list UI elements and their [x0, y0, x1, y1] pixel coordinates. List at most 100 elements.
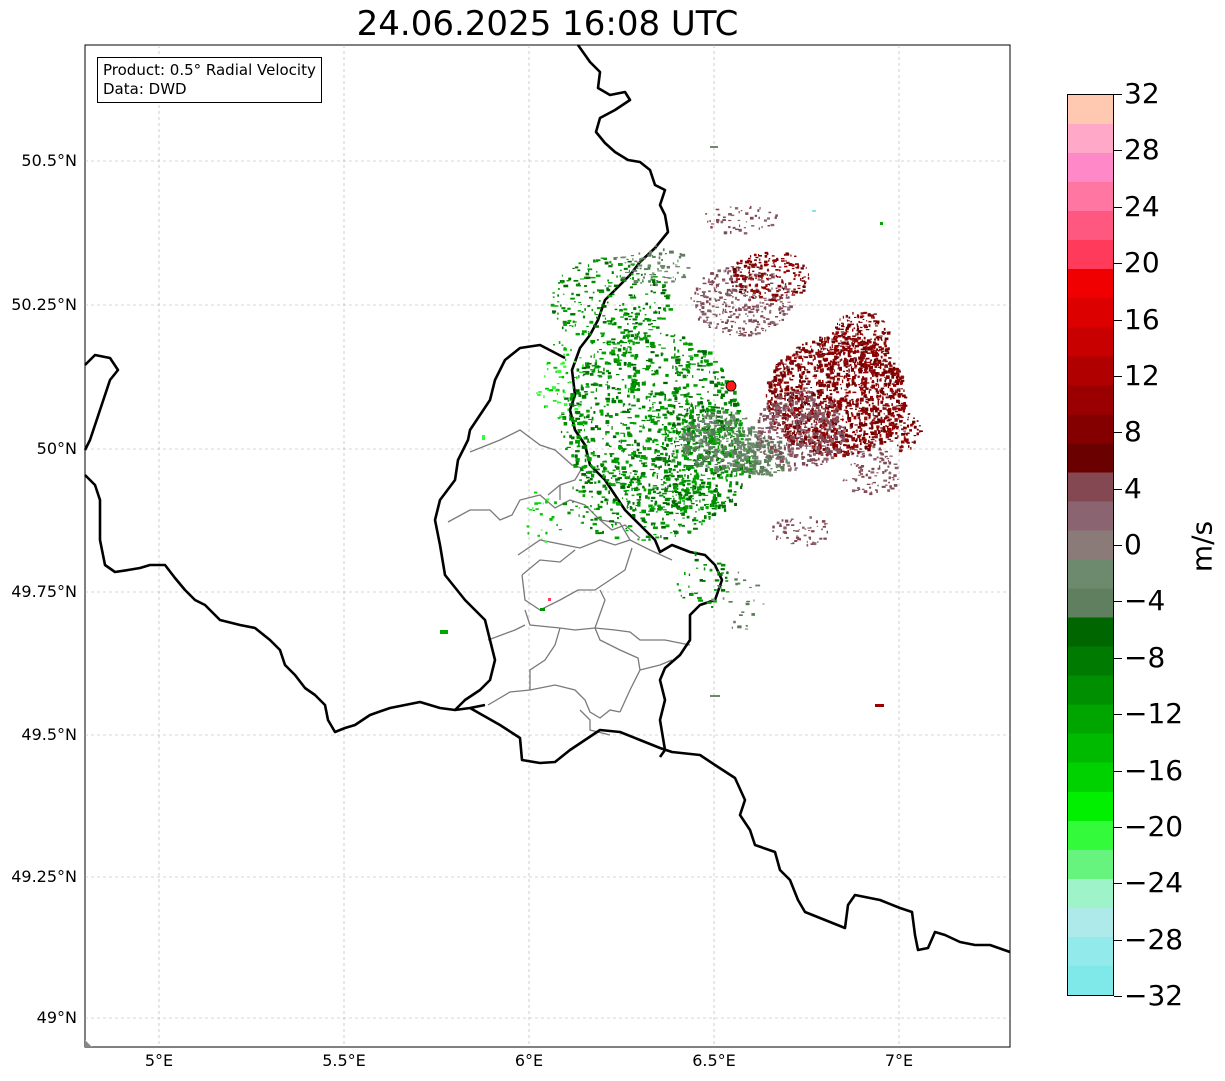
echo-pixel	[800, 441, 803, 446]
echo-pixel	[739, 330, 741, 333]
echo-pixel	[706, 363, 711, 367]
echo-pixel	[774, 446, 777, 449]
echo-pixel	[671, 501, 676, 504]
echo-pixel	[780, 296, 784, 300]
echo-pixel	[784, 424, 789, 427]
echo-pixel	[791, 436, 796, 438]
echo-pixel	[867, 447, 871, 452]
echo-pixel	[537, 393, 541, 396]
echo-pixel	[662, 458, 667, 463]
echo-pixel	[761, 280, 764, 282]
echo-pixel	[821, 340, 823, 344]
echo-pixel	[696, 486, 698, 488]
echo-pixel	[778, 411, 781, 413]
echo-pixel	[846, 385, 849, 389]
echo-pixel	[797, 429, 800, 431]
echo-pixel	[781, 318, 784, 321]
echo-pixel	[815, 464, 818, 466]
echo-pixel	[884, 339, 887, 342]
echo-pixel	[856, 332, 859, 336]
echo-pixel	[801, 441, 804, 445]
echo-pixel	[732, 285, 734, 287]
echo-pixel	[618, 447, 623, 450]
echo-pixel	[808, 439, 813, 443]
echo-pixel	[791, 374, 795, 377]
echo-pixel	[738, 335, 742, 337]
echo-pixel	[862, 340, 866, 344]
echo-pixel	[627, 388, 633, 390]
echo-pixel	[632, 258, 634, 261]
echo-pixel	[771, 402, 775, 404]
echo-pixel	[814, 427, 817, 430]
echo-pixel	[597, 480, 601, 484]
echo-pixel	[594, 353, 596, 355]
echo-pixel	[737, 267, 741, 269]
echo-pixel	[893, 362, 896, 365]
echo-pixel	[645, 495, 648, 499]
echo-pixel	[831, 349, 834, 350]
echo-pixel	[792, 450, 794, 455]
echo-pixel	[702, 277, 705, 280]
echo-pixel	[639, 495, 642, 499]
echo-pixel	[727, 453, 729, 458]
echo-pixel	[812, 452, 816, 456]
echo-pixel	[787, 465, 791, 467]
echo-pixel	[748, 468, 754, 471]
echo-pixel	[617, 517, 619, 520]
echo-pixel	[893, 372, 897, 375]
echo-pixel	[561, 375, 565, 379]
echo-pixel	[732, 307, 734, 309]
echo-pixel	[782, 460, 785, 463]
echo-pixel	[870, 424, 874, 428]
echo-pixel	[702, 319, 705, 323]
echo-pixel	[819, 363, 823, 368]
echo-pixel	[836, 429, 838, 433]
echo-pixel	[800, 363, 803, 365]
echo-pixel	[632, 514, 636, 517]
echo-pixel	[567, 400, 570, 402]
echo-pixel	[799, 412, 802, 415]
echo-pixel	[862, 440, 867, 444]
echo-pixel	[687, 468, 690, 471]
echo-pixel	[763, 408, 767, 411]
echo-pixel	[537, 534, 540, 537]
echo-pixel	[595, 402, 600, 405]
echo-pixel	[651, 272, 655, 274]
echo-pixel	[592, 454, 597, 457]
echo-pixel	[621, 497, 624, 499]
echo-pixel	[745, 624, 748, 627]
echo-pixel	[579, 467, 584, 470]
echo-pixel	[565, 358, 567, 361]
echo-pixel	[604, 498, 607, 502]
echo-pixel	[792, 290, 796, 293]
echo-pixel	[681, 368, 687, 371]
echo-pixel	[673, 483, 679, 485]
echo-pixel	[783, 425, 787, 430]
echo-pixel	[802, 404, 806, 406]
echo-pixel	[759, 465, 765, 470]
echo-pixel	[821, 436, 825, 440]
echo-pixel	[711, 411, 715, 414]
echo-pixel	[824, 384, 827, 387]
echo-pixel	[855, 333, 857, 336]
echo-pixel	[821, 405, 823, 409]
echo-pixel	[886, 393, 888, 396]
echo-pixel	[632, 509, 637, 511]
echo-pixel	[718, 473, 722, 476]
echo-pixel	[634, 414, 640, 418]
echo-pixel	[775, 287, 778, 290]
echo-pixel	[846, 319, 848, 322]
echo-pixel	[735, 472, 738, 476]
echo-pixel	[627, 362, 632, 364]
echo-pixel	[611, 426, 613, 430]
echo-pixel	[755, 442, 759, 447]
echo-pixel	[621, 276, 626, 279]
echo-pixel	[870, 438, 875, 441]
echo-pixel	[782, 305, 784, 307]
echo-pixel	[871, 363, 873, 365]
echo-pixel	[689, 421, 692, 424]
echo-pixel	[793, 414, 797, 418]
echo-pixel	[587, 479, 590, 483]
echo-pixel	[786, 365, 789, 368]
